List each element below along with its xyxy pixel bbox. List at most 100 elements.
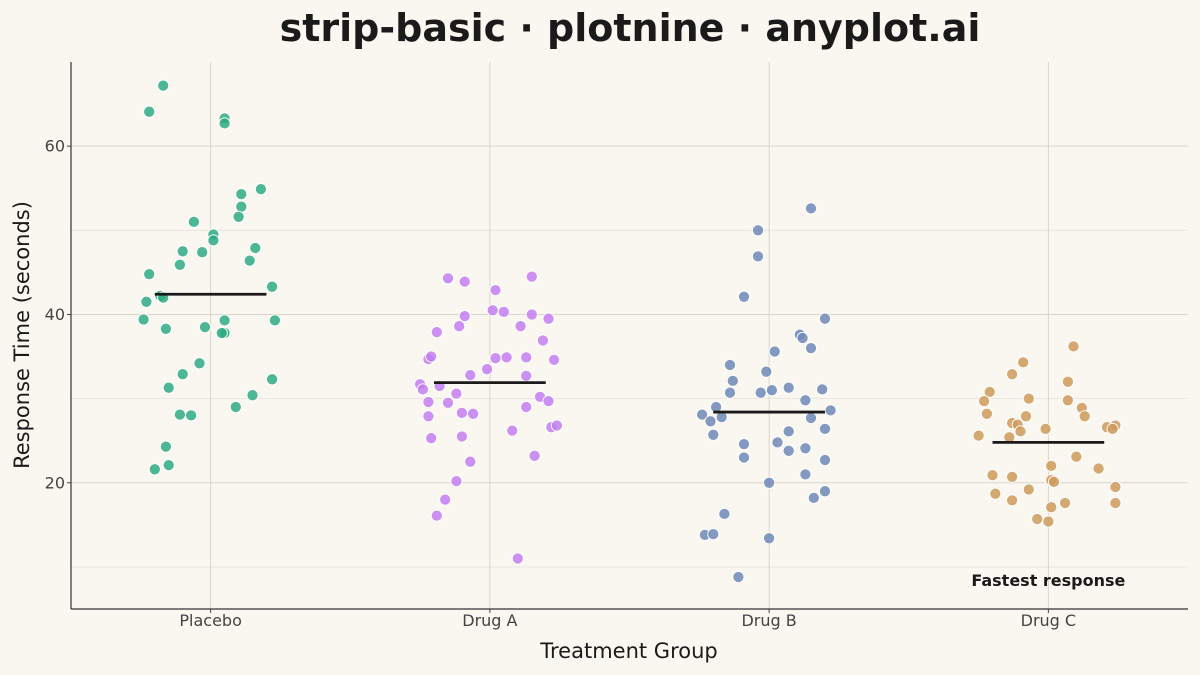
data-point — [1061, 394, 1074, 407]
data-point — [441, 396, 455, 409]
data-point — [249, 241, 262, 255]
data-point — [215, 326, 228, 340]
data-point — [218, 117, 231, 130]
data-point — [760, 365, 773, 378]
data-point — [455, 430, 468, 443]
plot-background — [71, 62, 1188, 609]
x-axis-label: Treatment Group — [539, 639, 717, 663]
data-point — [458, 310, 471, 323]
data-point — [1047, 475, 1061, 488]
data-point — [425, 432, 438, 445]
data-point — [707, 428, 720, 441]
x-tick-label: Drug A — [462, 611, 517, 630]
data-point — [1022, 392, 1035, 405]
data-point — [550, 419, 563, 432]
data-point — [467, 407, 480, 420]
data-point — [723, 386, 737, 399]
data-point — [193, 357, 206, 370]
data-point — [173, 408, 186, 421]
data-point — [718, 507, 731, 520]
data-point — [972, 429, 985, 442]
y-axis-ticks: 20 40 60 — [45, 137, 71, 492]
data-point — [520, 400, 533, 414]
data-point — [1039, 422, 1052, 435]
data-point — [506, 424, 519, 437]
annotation-fastest-response: Fastest response — [971, 571, 1125, 590]
data-point — [804, 411, 818, 425]
data-point — [439, 493, 452, 506]
mean-lines — [154, 292, 1105, 444]
data-point — [489, 352, 502, 365]
data-point — [235, 188, 248, 201]
data-point — [696, 408, 709, 421]
data-point — [218, 314, 231, 327]
x-tick-label: Drug C — [1021, 611, 1076, 630]
data-point — [1014, 425, 1027, 438]
data-point — [989, 487, 1002, 500]
data-point — [137, 313, 150, 326]
data-point — [818, 453, 832, 467]
data-point — [542, 312, 555, 325]
data-point — [1006, 368, 1019, 381]
data-point — [422, 395, 435, 409]
data-point — [765, 384, 778, 397]
data-point — [266, 280, 279, 293]
data-point — [782, 444, 795, 457]
data-point — [978, 395, 991, 408]
data-point — [143, 268, 156, 281]
data-point — [768, 345, 781, 358]
data-point — [187, 215, 200, 228]
data-point — [1059, 496, 1072, 510]
data-point — [254, 183, 267, 196]
data-point — [497, 305, 510, 318]
data-point — [754, 386, 767, 399]
axes — [70, 62, 1188, 610]
data-point — [430, 509, 443, 522]
data-point — [1042, 515, 1055, 528]
data-point — [723, 358, 737, 372]
data-point — [1022, 483, 1035, 496]
data-point — [771, 436, 784, 449]
data-point — [796, 331, 809, 345]
data-point — [511, 552, 524, 565]
plot-area — [71, 62, 1188, 609]
data-point — [824, 404, 837, 417]
y-axis-label: Response Time (seconds) — [10, 201, 34, 469]
data-point — [500, 351, 513, 364]
data-point — [458, 275, 471, 288]
data-point — [486, 304, 499, 317]
data-point — [235, 200, 248, 213]
data-point — [430, 326, 443, 339]
data-point — [416, 383, 429, 396]
data-point — [548, 353, 561, 366]
data-point — [525, 270, 538, 283]
data-point — [450, 475, 463, 488]
data-point — [799, 468, 812, 481]
data-point — [704, 415, 717, 428]
data-point — [1067, 340, 1080, 353]
data-point — [1045, 501, 1058, 514]
data-point — [980, 407, 993, 420]
data-point — [268, 314, 281, 327]
data-point — [799, 394, 812, 407]
data-point — [818, 485, 832, 498]
data-point — [207, 234, 220, 247]
x-tick-label: Placebo — [179, 611, 241, 630]
data-point — [1017, 356, 1030, 369]
data-point — [243, 254, 256, 267]
data-point — [176, 245, 189, 258]
data-point — [232, 210, 245, 223]
data-point — [481, 363, 494, 376]
y-tick-label: 20 — [45, 473, 65, 492]
data-point — [799, 442, 812, 455]
data-point — [266, 373, 279, 386]
data-point — [1078, 410, 1091, 423]
data-point — [528, 449, 541, 462]
data-point — [763, 476, 776, 489]
data-point — [140, 295, 153, 308]
data-point — [751, 250, 765, 263]
y-tick-label: 60 — [45, 137, 65, 156]
data-point — [726, 374, 739, 387]
chart-title: strip-basic · plotnine · anyplot.ai — [280, 6, 981, 50]
